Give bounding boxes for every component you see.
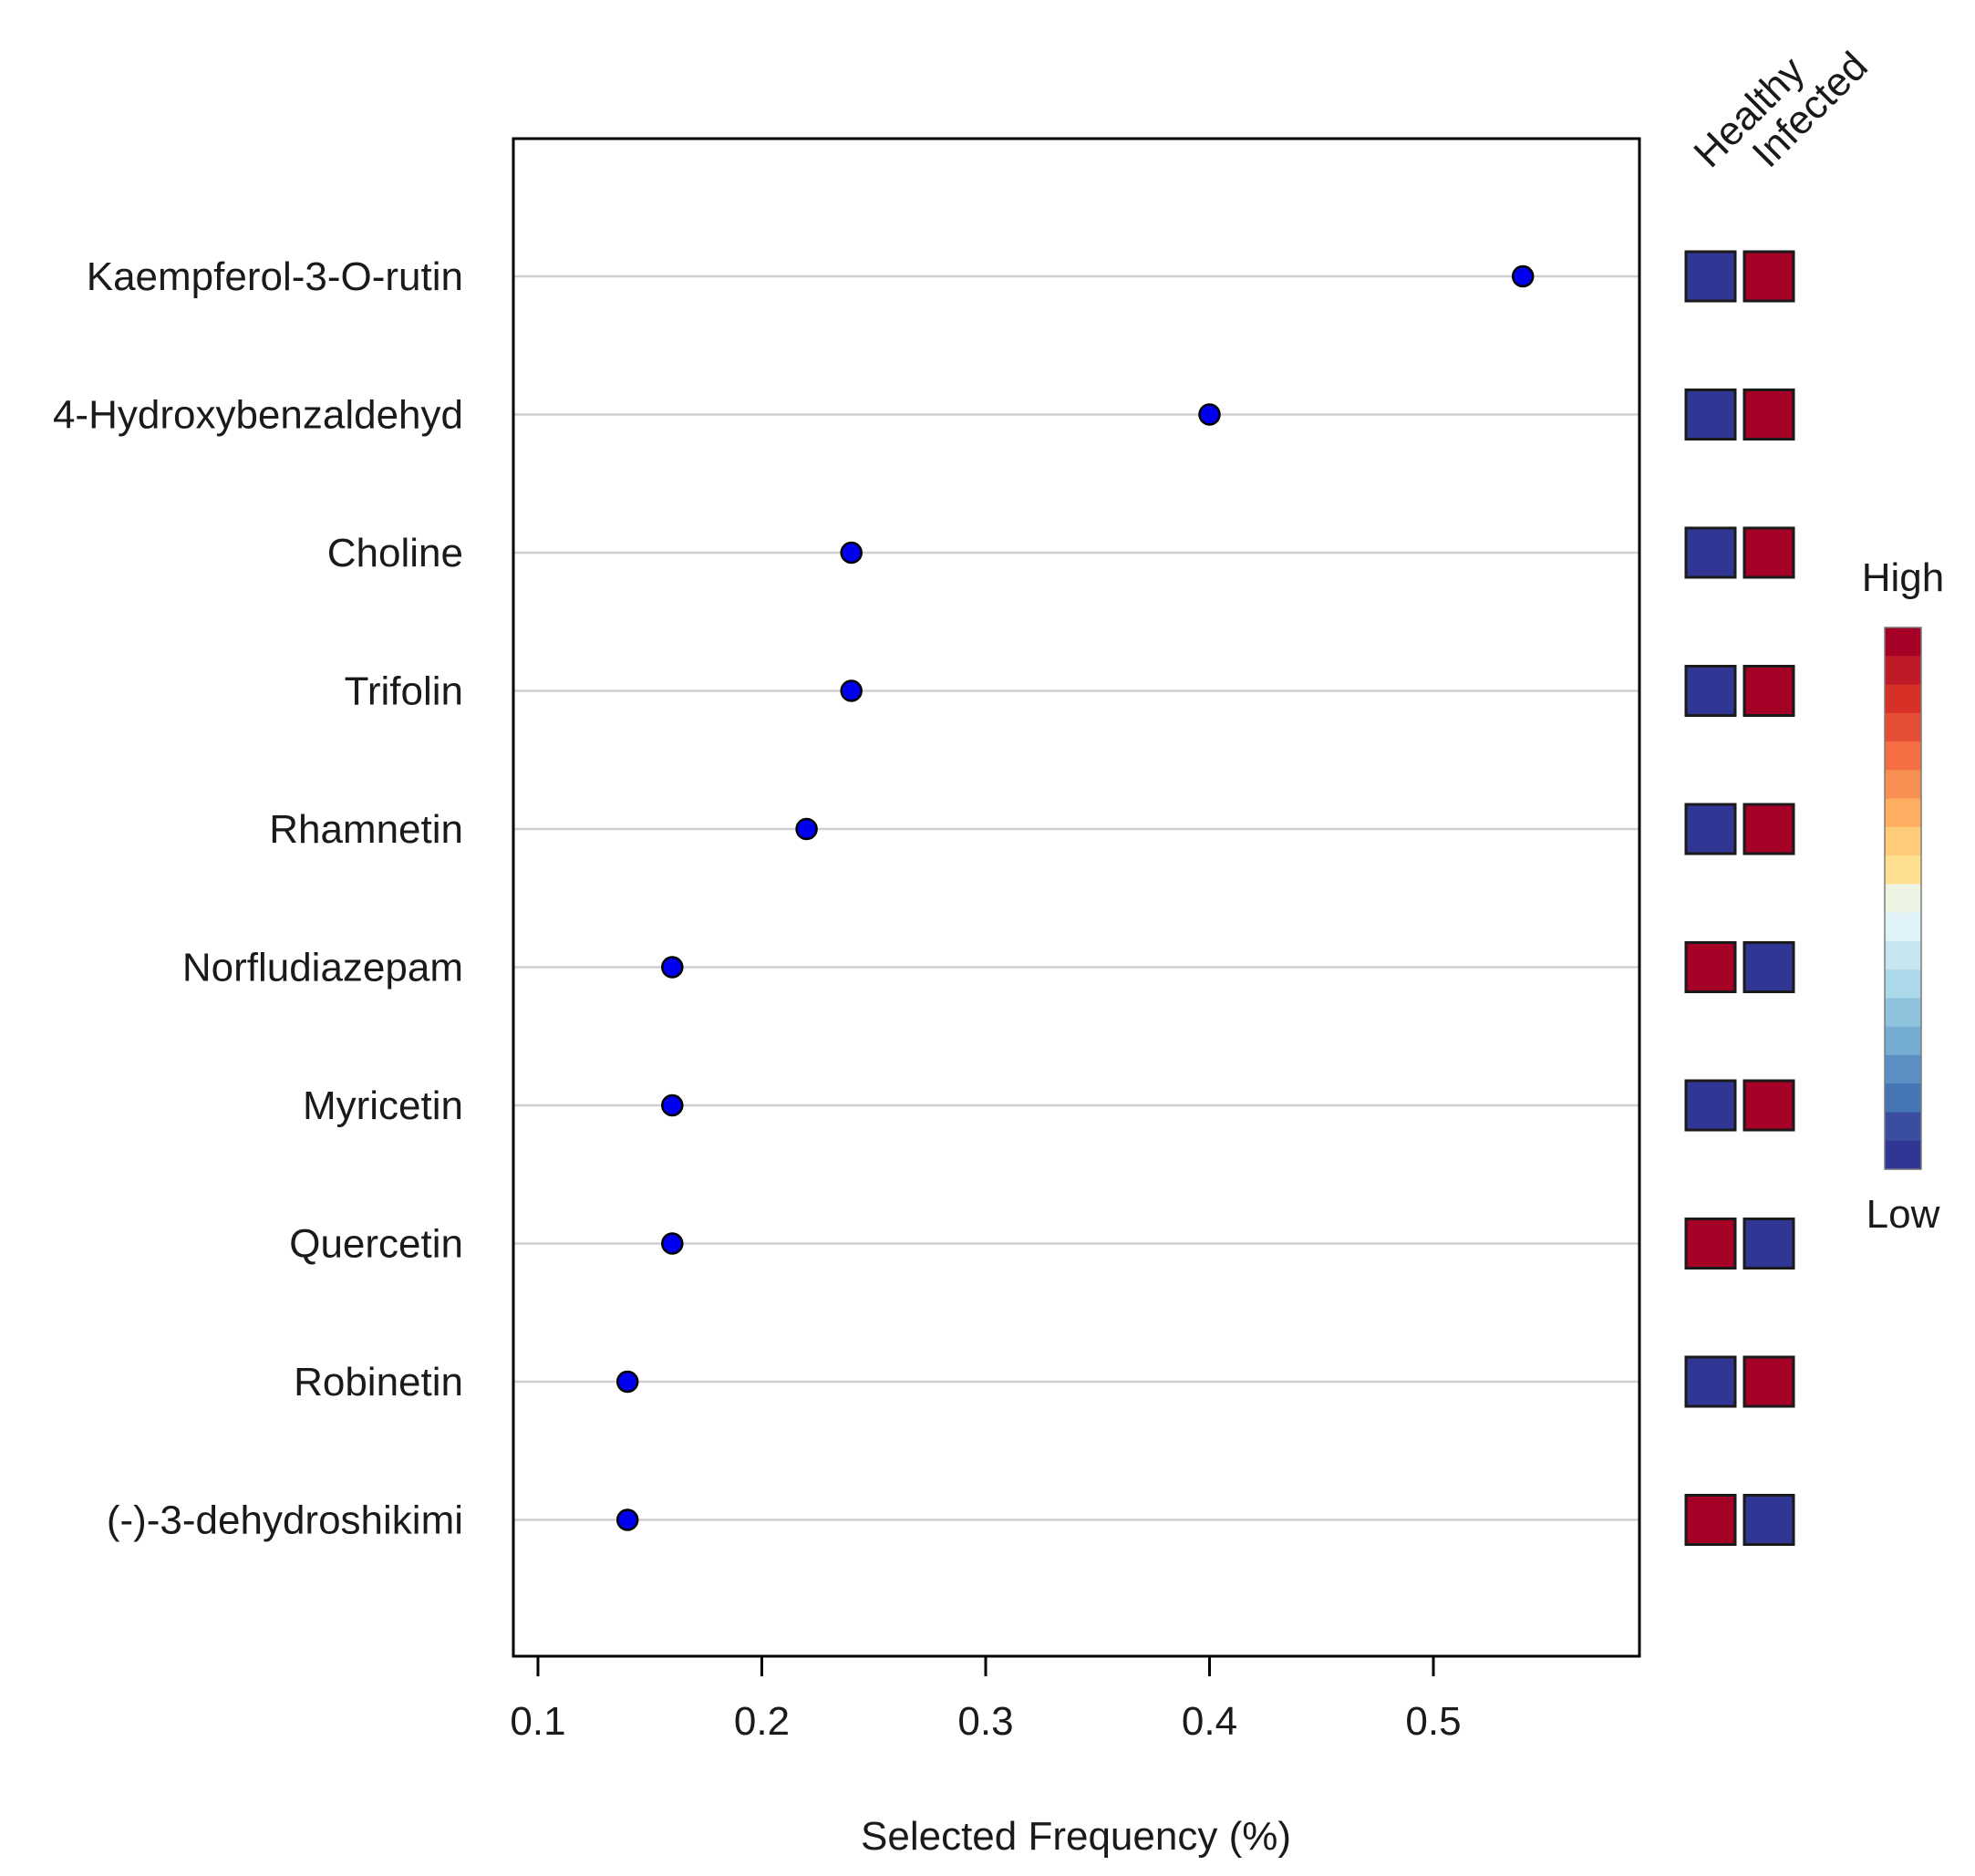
category-label: Kaempferol-3-O-rutin bbox=[87, 254, 463, 299]
legend-swatch bbox=[1885, 826, 1921, 856]
x-axis-title: Selected Frequency (%) bbox=[861, 1814, 1291, 1859]
data-points bbox=[615, 264, 1535, 1531]
legend-swatch bbox=[1885, 998, 1921, 1028]
category-label: Choline bbox=[327, 531, 463, 575]
legend-swatch bbox=[1885, 884, 1921, 914]
legend-swatch bbox=[1885, 1083, 1921, 1114]
data-point bbox=[661, 956, 684, 979]
heat-cell bbox=[1684, 389, 1737, 440]
category-label: Myricetin bbox=[303, 1083, 463, 1128]
legend-swatch bbox=[1885, 684, 1921, 714]
data-point bbox=[840, 541, 863, 565]
category-label: Norfludiazepam bbox=[182, 946, 463, 990]
data-point bbox=[661, 1093, 684, 1117]
heat-cell bbox=[1742, 941, 1795, 993]
heat-cell bbox=[1742, 665, 1795, 717]
legend-swatch bbox=[1885, 741, 1921, 771]
heat-cell bbox=[1742, 250, 1795, 303]
legend-swatch bbox=[1885, 770, 1921, 800]
x-tick-label: 0.4 bbox=[1182, 1699, 1237, 1744]
category-label: Rhamnetin bbox=[269, 807, 463, 852]
data-point bbox=[615, 1508, 639, 1531]
plot-frame bbox=[512, 137, 1641, 1658]
heat-cell bbox=[1742, 389, 1795, 440]
color-legend: High Low bbox=[1862, 555, 1945, 1237]
category-label: Trifolin bbox=[345, 669, 463, 714]
legend-swatch bbox=[1885, 712, 1921, 742]
legend-swatch bbox=[1885, 969, 1921, 1000]
category-label: (-)-3-dehydroshikimi bbox=[107, 1498, 463, 1543]
data-point bbox=[1198, 403, 1221, 426]
x-tick-label: 0.1 bbox=[510, 1699, 565, 1744]
legend-low-label: Low bbox=[1866, 1192, 1940, 1237]
data-point bbox=[795, 817, 818, 841]
heat-cell bbox=[1684, 665, 1737, 717]
heat-cell bbox=[1684, 526, 1737, 579]
category-label: Robinetin bbox=[294, 1360, 463, 1404]
data-point bbox=[840, 679, 863, 702]
data-point bbox=[615, 1370, 639, 1394]
heat-cell bbox=[1684, 1355, 1737, 1408]
legend-swatch bbox=[1885, 1026, 1921, 1056]
category-label: 4-Hydroxybenzaldehyd bbox=[53, 393, 463, 438]
heat-cell bbox=[1742, 526, 1795, 579]
heat-cell bbox=[1684, 941, 1737, 993]
category-labels: Kaempferol-3-O-rutin 4-Hydroxybenzaldehyd… bbox=[53, 254, 463, 1543]
heat-cell bbox=[1742, 803, 1795, 855]
legend-swatch bbox=[1885, 656, 1921, 686]
legend-swatch bbox=[1885, 798, 1921, 828]
legend-high-label: High bbox=[1862, 555, 1945, 600]
heat-cell bbox=[1742, 1494, 1795, 1546]
heat-cell bbox=[1684, 250, 1737, 303]
heat-cell bbox=[1742, 1079, 1795, 1132]
legend-swatch bbox=[1885, 1140, 1921, 1170]
x-axis: 0.1 0.2 0.3 0.4 0.5 bbox=[510, 1654, 1462, 1744]
heat-cell bbox=[1742, 1355, 1795, 1408]
legend-swatch bbox=[1885, 1112, 1921, 1142]
legend-frame bbox=[1884, 627, 1922, 1170]
x-tick-label: 0.5 bbox=[1405, 1699, 1461, 1744]
x-tick-label: 0.3 bbox=[957, 1699, 1013, 1744]
legend-swatch bbox=[1885, 627, 1921, 657]
grid-lines bbox=[513, 275, 1639, 1521]
legend-swatch bbox=[1885, 940, 1921, 970]
category-label: Quercetin bbox=[289, 1222, 463, 1267]
heat-cell bbox=[1684, 803, 1737, 855]
data-point bbox=[661, 1232, 684, 1255]
heat-cell bbox=[1684, 1079, 1737, 1132]
legend-swatch bbox=[1885, 855, 1921, 885]
heat-cell bbox=[1684, 1218, 1737, 1270]
x-tick-label: 0.2 bbox=[734, 1699, 790, 1744]
legend-swatch bbox=[1885, 1054, 1921, 1084]
data-point bbox=[1511, 264, 1535, 288]
heat-cell bbox=[1742, 1218, 1795, 1270]
group-heatmap bbox=[1684, 250, 1795, 1546]
legend-swatch bbox=[1885, 912, 1921, 942]
heat-cell bbox=[1684, 1494, 1737, 1546]
